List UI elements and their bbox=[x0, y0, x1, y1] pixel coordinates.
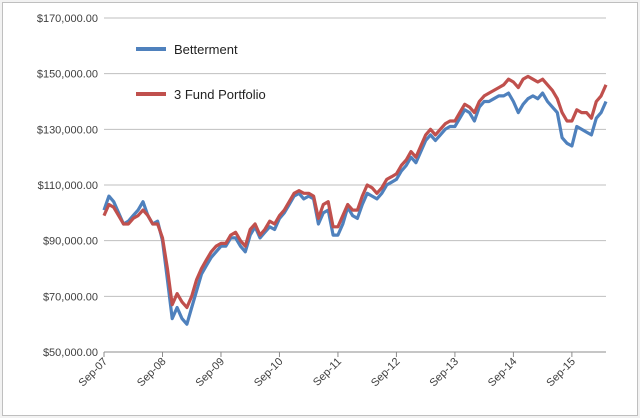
x-tick-label: Sep-08 bbox=[135, 356, 169, 390]
x-axis-ticks: Sep-07 Sep-08 Sep-09 Sep-10 Sep-11 Sep-12 Sep-… bbox=[77, 352, 578, 389]
series-line-betterment bbox=[102, 91, 608, 326]
x-tick-label: Sep-09 bbox=[194, 356, 228, 390]
y-tick-label: $70,000.00 bbox=[43, 291, 98, 303]
y-axis-ticks: $50,000.00 $70,000.00 $90,000.00 $110,000.0… bbox=[37, 13, 98, 359]
y-tick-label: $90,000.00 bbox=[43, 236, 98, 248]
x-tick-label: Sep-07 bbox=[77, 356, 111, 390]
gridlines bbox=[104, 17, 606, 353]
x-tick-label: Sep-10 bbox=[252, 356, 286, 390]
series-line-3-fund-portfolio bbox=[102, 74, 608, 310]
y-tick-label: $50,000.00 bbox=[43, 347, 98, 359]
line-chart: $50,000.00 $70,000.00 $90,000.00 $110,000.0… bbox=[37, 13, 608, 389]
y-tick-label: $150,000.00 bbox=[37, 69, 98, 81]
x-tick-label: Sep-12 bbox=[369, 356, 403, 390]
x-tick-label: Sep-11 bbox=[311, 356, 344, 389]
legend-label: 3 Fund Portfolio bbox=[174, 87, 266, 102]
x-tick-label: Sep-14 bbox=[486, 356, 520, 390]
legend: Betterment 3 Fund Portfolio bbox=[136, 42, 266, 102]
y-tick-label: $130,000.00 bbox=[37, 124, 98, 136]
x-tick-label: Sep-13 bbox=[427, 356, 461, 390]
y-tick-label: $170,000.00 bbox=[37, 13, 98, 25]
legend-label: Betterment bbox=[174, 42, 238, 57]
x-tick-label: Sep-15 bbox=[544, 356, 578, 390]
y-tick-label: $110,000.00 bbox=[38, 180, 98, 192]
series-group bbox=[102, 74, 608, 326]
